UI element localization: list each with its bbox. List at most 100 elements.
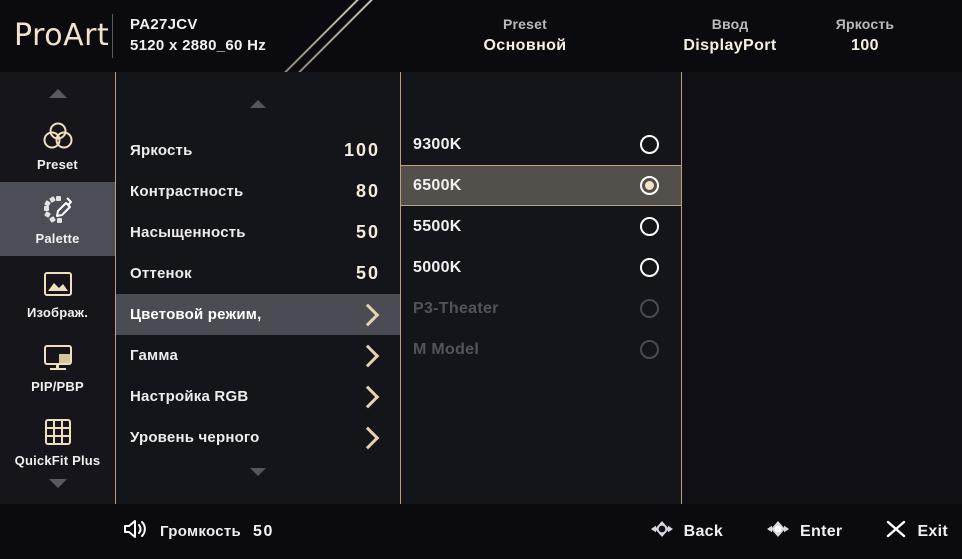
back-button[interactable]: Back	[649, 518, 723, 545]
menu-item-hue-value: 50	[355, 263, 380, 283]
status-input-label: Ввод	[711, 16, 749, 32]
option-m-model: M Model	[401, 329, 681, 370]
volume-label: Громкость	[160, 523, 242, 540]
option-5500k-label: 5500K	[413, 217, 462, 235]
radio-unselected-icon	[640, 340, 659, 359]
menu-item-saturation-label: Насыщенность	[130, 224, 246, 241]
osd-header: ProArt PA27JCV 5120 x 2880_60 Hz Preset …	[0, 0, 962, 72]
diagonal-line-1	[280, 0, 364, 72]
menu-item-contrast-value: 80	[355, 181, 380, 201]
sidebar-item-palette-label: Palette	[35, 230, 80, 246]
volume-indicator[interactable]: Громкость 50	[122, 518, 274, 545]
option-6500k-label: 6500K	[413, 176, 462, 194]
picture-icon	[42, 267, 74, 301]
sidebar-scroll-up[interactable]	[0, 80, 115, 106]
sidebar-item-pip-pbp-label: PIP/PBP	[31, 378, 84, 394]
venn-circles-icon	[42, 119, 74, 153]
divider-sidebar-menu	[115, 72, 116, 504]
menu-item-hue[interactable]: Оттенок 50	[116, 253, 400, 294]
joystick-left-icon	[649, 518, 675, 545]
enter-button-label: Enter	[800, 522, 843, 540]
right-empty-panel	[682, 72, 962, 504]
joystick-right-icon	[765, 518, 791, 545]
decorative-diagonal-lines	[280, 0, 415, 72]
diagonal-line-2	[294, 0, 378, 72]
sidebar: Preset	[0, 72, 115, 504]
back-button-label: Back	[683, 522, 724, 540]
menu-item-rgb-setting-label: Настройка RGB	[130, 388, 249, 405]
divider-options-right	[681, 72, 682, 504]
status-brightness-value: 100	[851, 37, 879, 54]
menu-items: Яркость 100 Контрастность 80 Насыщенност…	[116, 130, 400, 458]
status-preset-value: Основной	[483, 37, 567, 54]
sidebar-item-image-label: Изображ.	[26, 304, 89, 320]
menu-item-gamma-label: Гамма	[130, 347, 178, 364]
chevron-right-icon	[356, 385, 380, 408]
sidebar-item-palette[interactable]: Palette	[0, 182, 115, 256]
menu-item-brightness[interactable]: Яркость 100	[116, 130, 400, 171]
menu-item-hue-label: Оттенок	[130, 265, 192, 282]
radio-selected-icon	[640, 176, 659, 195]
option-p3-theater-label: P3-Theater	[413, 299, 499, 317]
status-brightness-label: Яркость	[835, 16, 895, 32]
option-5000k[interactable]: 5000K	[401, 247, 681, 288]
menu-item-brightness-label: Яркость	[130, 142, 193, 159]
header-divider	[112, 14, 113, 58]
option-5500k[interactable]: 5500K	[401, 206, 681, 247]
option-9300k-label: 9300K	[413, 135, 462, 153]
menu-item-color-temp[interactable]: Цветовой режим,	[116, 294, 400, 335]
status-preset-label: Preset	[502, 16, 547, 32]
enter-button[interactable]: Enter	[765, 518, 842, 545]
menu-scroll-down[interactable]	[116, 460, 400, 484]
grid-icon	[43, 415, 73, 449]
option-6500k[interactable]: 6500K	[401, 165, 681, 206]
status-input: Ввод DisplayPort	[650, 13, 810, 57]
menu-scroll-up[interactable]	[116, 92, 400, 116]
menu-item-saturation[interactable]: Насыщенность 50	[116, 212, 400, 253]
sidebar-item-preset-label: Preset	[37, 156, 78, 172]
color-temp-option-list: 9300K 6500K 5500K 5000K P3-Theater	[401, 124, 681, 370]
chevron-right-icon	[356, 303, 380, 326]
option-m-model-label: M Model	[413, 340, 480, 358]
brand-logo: ProArt	[14, 18, 110, 53]
sidebar-item-quickfit-plus-label: QuickFit Plus	[14, 452, 101, 468]
option-9300k[interactable]: 9300K	[401, 124, 681, 165]
option-5000k-label: 5000K	[413, 258, 462, 276]
exit-button[interactable]: Exit	[884, 518, 948, 545]
chevron-right-icon	[356, 426, 380, 449]
status-preset: Preset Основной	[440, 13, 610, 57]
sidebar-item-pip-pbp[interactable]: PIP/PBP	[0, 330, 115, 404]
menu-item-contrast-label: Контрастность	[130, 183, 244, 200]
footer-buttons: Back Enter	[649, 518, 948, 545]
menu-item-black-level[interactable]: Уровень черного	[116, 417, 400, 458]
sidebar-item-preset[interactable]: Preset	[0, 108, 115, 182]
menu-item-rgb-setting[interactable]: Настройка RGB	[116, 376, 400, 417]
triangle-down-icon	[250, 468, 266, 476]
eyedropper-icon	[41, 193, 75, 227]
settings-menu: Яркость 100 Контрастность 80 Насыщенност…	[116, 72, 400, 504]
radio-unselected-icon	[640, 299, 659, 318]
sidebar-scroll-down[interactable]	[0, 470, 115, 496]
status-input-value: DisplayPort	[683, 37, 777, 54]
sidebar-item-image[interactable]: Изображ.	[0, 256, 115, 330]
sidebar-item-quickfit-plus[interactable]: QuickFit Plus	[0, 404, 115, 478]
model-info: PA27JCV 5120 x 2880_60 Hz	[130, 14, 266, 56]
triangle-up-icon	[250, 100, 266, 108]
monitor-pip-icon	[41, 341, 75, 375]
menu-item-black-level-label: Уровень черного	[130, 429, 260, 446]
speaker-icon	[122, 518, 148, 545]
menu-item-brightness-value: 100	[343, 140, 380, 160]
radio-dot	[645, 181, 654, 190]
model-resolution: 5120 x 2880_60 Hz	[130, 37, 267, 54]
menu-item-gamma[interactable]: Гамма	[116, 335, 400, 376]
menu-item-contrast[interactable]: Контрастность 80	[116, 171, 400, 212]
close-icon	[884, 518, 908, 545]
chevron-right-icon	[356, 344, 380, 367]
osd-footer: Громкость 50 Back	[0, 504, 962, 559]
divider-menu-options	[400, 72, 401, 504]
radio-unselected-icon	[640, 217, 659, 236]
exit-button-label: Exit	[917, 522, 948, 540]
status-brightness: Яркость 100	[800, 13, 930, 57]
radio-unselected-icon	[640, 258, 659, 277]
